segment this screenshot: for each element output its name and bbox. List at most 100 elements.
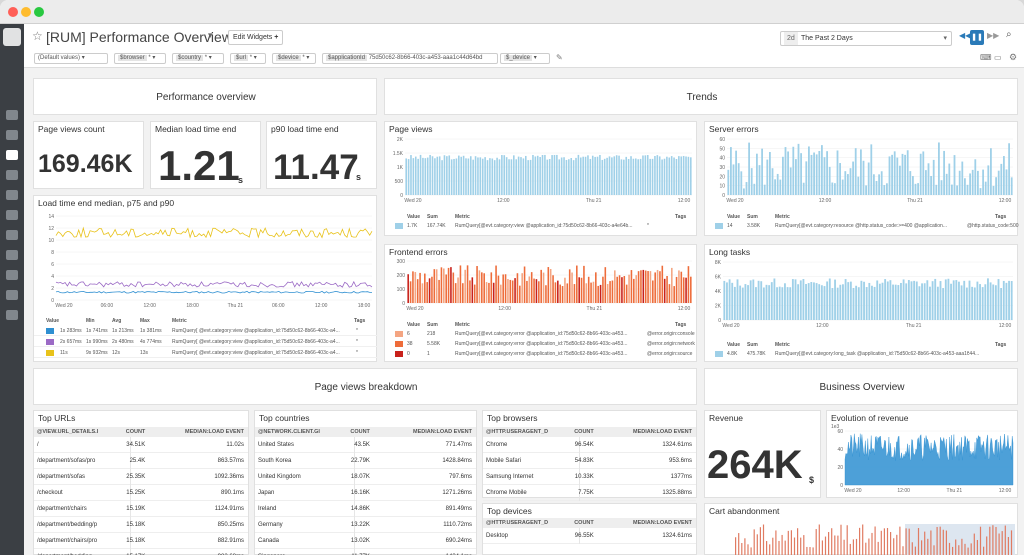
legend-row[interactable]: 1s 283ms 1s 741ms 1s 213ms 1s 381ms RumQuery… <box>34 326 378 336</box>
notebooks-icon[interactable] <box>6 230 18 240</box>
page-views-bar <box>682 155 685 195</box>
table-cell: South Korea <box>258 453 356 469</box>
load-time-widget[interactable]: Load time end median, p75 and p90 14 12 10… <box>33 195 378 362</box>
column-header[interactable]: COUNT <box>574 520 594 526</box>
cart-abandonment-widget[interactable]: Cart abandonment <box>704 503 1018 555</box>
legend-row[interactable]: 38 5.58K RumQuery[@evt.category:error @app… <box>385 340 698 349</box>
legend-row[interactable]: 6 218 RumQuery[@evt.category:error @applic… <box>385 330 698 339</box>
table-row[interactable]: Samsung Internet 10.33K 1377ms <box>483 469 696 485</box>
table-row[interactable]: Germany 13.22K 1110.72ms <box>255 517 476 533</box>
table-row[interactable]: /checkout 15.25K 890.1ms <box>34 485 248 501</box>
median-load-time-widget[interactable]: Median load time end 1.21 s <box>150 121 261 189</box>
synthetics-icon[interactable] <box>6 270 18 280</box>
column-header[interactable]: COUNT <box>574 429 594 435</box>
y-tick-label: 300 <box>397 259 406 265</box>
table-row[interactable]: Ireland 14.86K 891.49ms <box>255 501 476 517</box>
pause-button[interactable]: ❚❚ <box>970 30 984 45</box>
table-row[interactable]: /department/bedding15.17K 982.68ms <box>34 549 248 555</box>
column-header[interactable]: MEDIAN:LOAD EVENT <box>185 429 244 435</box>
column-header[interactable]: MEDIAN:LOAD EVENT <box>633 429 692 435</box>
table-row[interactable]: Canada 13.02K 690.24ms <box>255 533 476 549</box>
table-row[interactable]: /department/chairs/pro 15.18K 882.91ms <box>34 533 248 549</box>
table-row[interactable]: /department/bedding/p 15.18K 850.25ms <box>34 517 248 533</box>
top-browsers-widget[interactable]: Top browsers @HTTP.USERAGENT_D COUNT MEDIA… <box>482 410 697 501</box>
frontend-errors-widget[interactable]: Frontend errors 300 200 100 0 Wed 20 12:00 Thu… <box>384 244 697 362</box>
minimize-window-button[interactable] <box>21 7 31 17</box>
page-views-widget[interactable]: Page views 2K 1.5K 1K 500 0 Wed 20 12:00 Thu 21… <box>384 121 697 236</box>
table-row[interactable]: Chrome 96.54K 1324.61ms <box>483 437 696 453</box>
column-header[interactable]: COUNT <box>350 429 370 435</box>
country-variable[interactable]: $country * ▾ <box>172 53 224 64</box>
saved-views-select[interactable]: (Default values) ▾ <box>34 53 108 64</box>
legend-row[interactable]: 4.8K 475.78K RumQuery[@evt.category:long_t… <box>705 350 1019 359</box>
search-icon[interactable]: ⌕ <box>1006 29 1012 40</box>
legend-row[interactable]: 14 3.58K RumQuery[@evt.category:resource @… <box>705 222 1019 231</box>
table-row[interactable]: /department/chairs 15.19K 1124.91ms <box>34 501 248 517</box>
top-urls-widget[interactable]: Top URLs @VIEW.URL_DETAILS.I COUNT MEDIAN:… <box>33 410 249 555</box>
datadog-logo[interactable] <box>3 28 21 46</box>
tv-mode-icon[interactable]: ▭ <box>994 53 1002 62</box>
revenue-widget[interactable]: Revenue 264K $ <box>704 410 821 498</box>
top-countries-widget[interactable]: Top countries @NETWORK.CLIENT.GI COUNT MED… <box>254 410 477 555</box>
application-id-variable[interactable]: $applicationId 75d50c62-8b66-403c-a453-a… <box>322 53 498 64</box>
server-errors-widget[interactable]: Server errors 60 50 40 30 20 10 0 Wed 20 12:00 Th… <box>704 121 1019 236</box>
column-header[interactable]: @HTTP.USERAGENT_D <box>486 520 549 526</box>
dashboards-icon[interactable] <box>6 150 18 160</box>
column-header[interactable]: COUNT <box>125 429 146 435</box>
legend-column-header: Metric <box>172 318 187 324</box>
y-tick-label: 0 <box>402 301 405 307</box>
home-icon[interactable] <box>6 110 18 120</box>
page-views-count-widget[interactable]: Page views count 169.46K <box>33 121 144 189</box>
url-variable[interactable]: $url * ▾ <box>230 53 266 64</box>
events-icon[interactable] <box>6 130 18 140</box>
table-row[interactable]: /department/sofas 25.35K 1092.36ms <box>34 469 248 485</box>
table-row[interactable]: /department/sofas/pro 25.4K 863.57ms <box>34 453 248 469</box>
table-row[interactable]: Desktop 96.55K 1324.61ms <box>483 528 696 544</box>
legend-row[interactable]: 11s 9s 932ms 12s 13s RumQuery[ @evt.category… <box>34 348 378 358</box>
table-row[interactable]: Singapore11.77K 1434.1ms <box>255 549 476 555</box>
table-row[interactable]: /34.51K 11.02s <box>34 437 248 453</box>
legend-row[interactable]: 0 1 RumQuery[@evt.category:error @applicat… <box>385 350 698 359</box>
rum-icon[interactable] <box>6 290 18 300</box>
edit-widgets-button[interactable]: Edit Widgets + <box>228 30 284 45</box>
long-tasks-widget[interactable]: Long tasks 8K 6K 4K 2K 0 Wed 20 12:00 Thu 21 12:… <box>704 244 1018 362</box>
keyboard-icon[interactable]: ⌨ <box>980 53 992 62</box>
column-header[interactable]: @VIEW.URL_DETAILS.I <box>37 429 99 435</box>
legend-row[interactable]: 2s 657ms 1s 990ms 2s 480ms 4s 774ms RumQuery… <box>34 337 378 347</box>
table-row[interactable]: United Kingdom 18.07K 797.6ms <box>255 469 476 485</box>
column-header[interactable]: @HTTP.USERAGENT_D <box>486 429 549 435</box>
rewind-icon[interactable]: ◀◀ <box>959 31 972 40</box>
logs-icon[interactable] <box>6 250 18 260</box>
time-range-selector[interactable]: 2d The Past 2 Days ▾ <box>780 31 952 46</box>
browser-variable[interactable]: $browser * ▾ <box>114 53 166 64</box>
column-header[interactable]: MEDIAN:LOAD EVENT <box>633 520 692 526</box>
favorite-star-icon[interactable]: ☆ <box>32 29 43 43</box>
forward-icon[interactable]: ▶▶ <box>987 31 1000 40</box>
infrastructure-icon[interactable] <box>6 170 18 180</box>
pencil-icon[interactable]: ✎ <box>556 53 563 62</box>
table-row[interactable]: South Korea 22.79K 1428.84ms <box>255 453 476 469</box>
table-cell: 690.24ms <box>445 538 472 544</box>
maximize-window-button[interactable] <box>34 7 44 17</box>
frontend-errors-bar <box>535 279 538 303</box>
monitors-icon[interactable] <box>6 190 18 200</box>
legend-row[interactable]: 1.7K 167.74K RumQuery[@evt.category:view @… <box>385 222 698 231</box>
device-tag-variable[interactable]: $_device ▾ <box>500 53 550 64</box>
chevron-down-icon[interactable]: ▾ <box>208 30 213 40</box>
table-row[interactable]: Chrome Mobile 7.75K 1325.88ms <box>483 485 696 501</box>
table-row[interactable]: Japan 16.16K 1271.26ms <box>255 485 476 501</box>
p90-load-time-widget[interactable]: p90 load time end 11.47 s <box>266 121 377 189</box>
table-row[interactable]: Mobile Safari 54.83K 953.6ms <box>483 453 696 469</box>
gear-icon[interactable]: ⚙ <box>1009 52 1018 62</box>
close-window-button[interactable] <box>8 7 18 17</box>
server-errors-bar <box>756 153 758 195</box>
table-row[interactable]: United States 43.5K 771.47ms <box>255 437 476 453</box>
apm-icon[interactable] <box>6 210 18 220</box>
top-devices-widget[interactable]: Top devices @HTTP.USERAGENT_D COUNT MEDIAN… <box>482 503 697 555</box>
column-header[interactable]: MEDIAN:LOAD EVENT <box>413 429 472 435</box>
column-header[interactable]: @NETWORK.CLIENT.GI <box>258 429 320 435</box>
device-variable[interactable]: $device * ▾ <box>272 53 316 64</box>
evolution-of-revenue-widget[interactable]: Evolution of revenue 1e3 60 40 20 0 Wed 20 12:… <box>826 410 1018 498</box>
security-icon[interactable] <box>6 310 18 320</box>
